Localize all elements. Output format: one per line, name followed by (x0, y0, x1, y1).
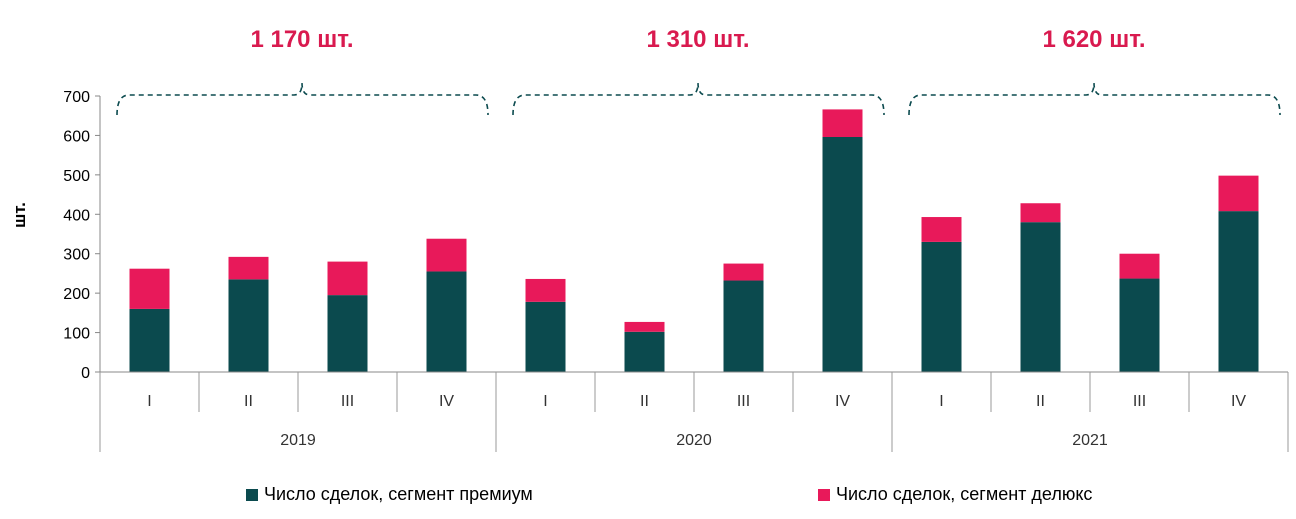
bar-deluxe (426, 238, 467, 272)
legend-label-premium: Число сделок, сегмент премиум (264, 484, 533, 504)
bar-premium (129, 308, 170, 372)
bar-premium (228, 279, 269, 372)
year-total-brace (116, 82, 489, 116)
legend-item-premium: Число сделок, сегмент премиум (246, 484, 533, 505)
y-tick-label: 100 (63, 326, 90, 343)
bar-premium (525, 301, 566, 372)
y-tick-label: 500 (63, 168, 90, 185)
y-tick-label: 300 (63, 247, 90, 264)
bar-deluxe (1218, 175, 1259, 212)
x-year-label: 2019 (280, 432, 316, 449)
x-year-label: 2021 (1072, 432, 1108, 449)
y-tick-label: 400 (63, 207, 90, 224)
year-total-brace (512, 82, 885, 116)
bar-deluxe (723, 263, 764, 281)
x-quarter-label: II (1036, 393, 1045, 410)
x-quarter-label: IV (1231, 393, 1246, 410)
bar-deluxe (327, 261, 368, 296)
year-total-label: 1 170 шт. (250, 26, 353, 53)
y-axis-title: шт. (10, 202, 29, 228)
y-tick-label: 200 (63, 286, 90, 303)
x-quarter-label: I (147, 393, 151, 410)
x-quarter-label: IV (439, 393, 454, 410)
bar-premium (327, 295, 368, 372)
bar-deluxe (1020, 203, 1061, 223)
bar-premium (426, 271, 467, 372)
x-quarter-label: II (244, 393, 253, 410)
bar-premium (624, 331, 665, 372)
bar-premium (1218, 211, 1259, 372)
year-total-label: 1 310 шт. (646, 26, 749, 53)
y-tick-label: 600 (63, 128, 90, 145)
x-quarter-label: II (640, 393, 649, 410)
x-quarter-label: I (543, 393, 547, 410)
bar-deluxe (624, 321, 665, 332)
bar-premium (723, 280, 764, 372)
x-quarter-label: III (737, 393, 750, 410)
year-total-label: 1 620 шт. (1042, 26, 1145, 53)
legend-item-deluxe: Число сделок, сегмент делюкс (818, 484, 1092, 505)
year-total-brace (908, 82, 1281, 116)
bar-deluxe (822, 109, 863, 138)
bar-premium (1020, 222, 1061, 372)
bar-deluxe (228, 256, 269, 280)
x-quarter-label: I (939, 393, 943, 410)
bar-deluxe (921, 217, 962, 242)
legend-swatch-deluxe (818, 488, 830, 501)
y-tick-label: 0 (81, 365, 90, 382)
legend-label-deluxe: Число сделок, сегмент делюкс (836, 484, 1093, 504)
legend-swatch-premium (246, 488, 258, 501)
x-quarter-label: IV (835, 393, 850, 410)
bar-deluxe (525, 278, 566, 302)
bar-premium (921, 241, 962, 372)
y-tick-label: 700 (63, 89, 90, 106)
x-year-label: 2020 (676, 432, 712, 449)
bar-premium (822, 137, 863, 372)
x-quarter-label: III (1133, 393, 1146, 410)
x-quarter-label: III (341, 393, 354, 410)
bar-deluxe (1119, 253, 1160, 279)
bar-premium (1119, 278, 1160, 372)
bar-deluxe (129, 268, 170, 309)
